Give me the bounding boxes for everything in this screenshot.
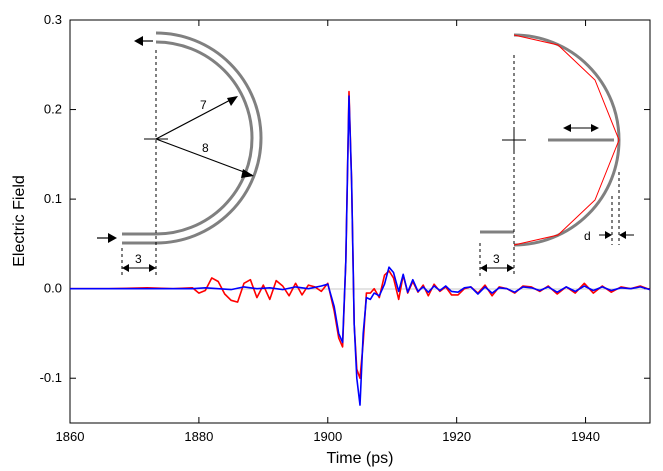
- d-arrowhead-right: [619, 231, 626, 239]
- series-group: [70, 90, 651, 406]
- inner-waveguide-arc: [122, 40, 254, 236]
- y-axis-label: Electric Field: [11, 175, 28, 267]
- outer-waveguide-arc: [122, 31, 263, 245]
- shift-arrowhead-left: [563, 124, 571, 132]
- d-arrowhead-left: [605, 231, 612, 239]
- x-tick-label: 1880: [184, 429, 213, 444]
- ticks: 1860 1880 1900 1920 1940 -0.1 0.0 0.1 0.2 0.3: [40, 12, 650, 444]
- radius-arrow-8: [155, 138, 253, 176]
- width-arrowhead-right: [149, 264, 156, 272]
- input-arrowhead: [108, 233, 117, 243]
- d-label: d: [584, 229, 591, 243]
- width-arrowhead-right-a: [480, 264, 487, 272]
- x-tick-label: 1900: [313, 429, 342, 444]
- series-line-1: [70, 95, 651, 406]
- radius-label-7: 7: [200, 98, 207, 112]
- y-tick-label: -0.1: [40, 370, 62, 385]
- inset-left-waveguide: 7 8 3: [97, 31, 263, 277]
- inset-right-polygon: d 3: [479, 33, 634, 277]
- x-axis-label: Time (ps): [327, 450, 394, 467]
- width-label-right: 3: [493, 252, 500, 266]
- x-tick-label: 1920: [442, 429, 471, 444]
- y-tick-label: 0.2: [44, 102, 62, 117]
- width-arrowhead-right-b: [507, 264, 514, 272]
- width-label-left: 3: [135, 252, 142, 266]
- radius-label-8: 8: [202, 141, 209, 155]
- y-tick-label: 0.3: [44, 12, 62, 27]
- radius-arrow-7: [155, 96, 237, 140]
- radius-arrowhead-8: [241, 169, 254, 178]
- output-arrowhead: [134, 36, 143, 46]
- plot-frame: [69, 19, 651, 424]
- x-tick-label: 1860: [56, 429, 85, 444]
- x-tick-label: 1940: [571, 429, 600, 444]
- radius-arrowhead-7: [227, 96, 238, 106]
- shift-arrowhead-right: [591, 124, 599, 132]
- width-arrowhead-left: [122, 264, 129, 272]
- y-tick-label: 0.1: [44, 191, 62, 206]
- polygon-approximation: [513, 34, 620, 246]
- y-tick-label: 0.0: [44, 281, 62, 296]
